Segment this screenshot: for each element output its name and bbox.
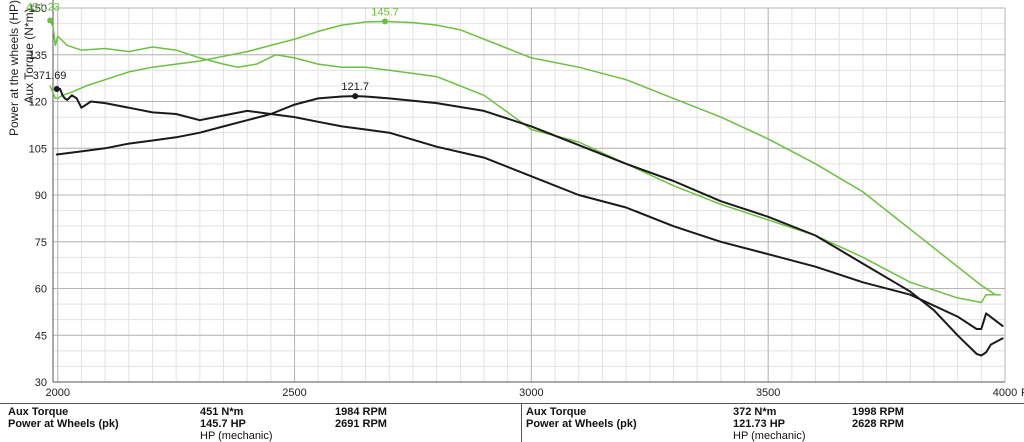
left-torque-rpm: 1984 RPM [335,406,387,418]
y-tick-label: 90 [35,190,47,202]
y-axis-title: Power at the wheels (HP) [7,0,21,136]
chart-series [49,19,1004,357]
summary-divider [521,404,522,442]
left-power-label: Power at Wheels (pk) [8,418,119,430]
summary-panel: Aux Torque 451 N*m 1984 RPM Power at Whe… [0,403,1024,442]
y-tick-label: 120 [29,97,47,109]
y-tick-label: 75 [35,237,47,249]
left-torque-label: Aux Torque [8,406,69,418]
peak-marker [53,86,60,93]
right-torque-label: Aux Torque [526,406,587,418]
left-unit-note: HP (mechanic) [200,430,273,442]
dyno-chart: 30 45 60 75 90 105 120 135 150 2000 2500 3000 3500 40… [7,0,1024,399]
right-power-label: Power at Wheels (pk) [526,418,637,430]
left-power-value: 145.7 HP [200,418,246,430]
chart-annotations: 451.23 145.7 371.69 121.7 [26,1,399,100]
series-line-green-power [49,20,997,296]
y-tick-label: 150 [29,3,47,15]
chart-grid [53,7,1006,383]
y-tick-label: 45 [35,330,47,342]
peak-marker [352,93,359,100]
y-tick-label: 60 [35,284,47,296]
x-unit-label: RPM [1021,387,1024,399]
right-torque-rpm: 1998 RPM [852,406,904,418]
x-tick-label: 2500 [282,387,306,399]
left-torque-value: 451 N*m [200,406,244,418]
x-tick-label: 3500 [756,387,780,399]
x-tick-label: 2000 [45,387,69,399]
chart-axes: 30 45 60 75 90 105 120 135 150 2000 2500 3000 3500 40… [7,0,1024,399]
y-tick-label: 105 [29,143,47,155]
series-line-green-torque [49,19,1002,304]
y-tick-label: 135 [29,50,47,62]
peak-marker [382,18,389,25]
series-line-black-power [55,95,1004,357]
peak-marker [47,17,54,24]
y-tick-label: 30 [35,377,47,389]
x-tick-label: 4000 [993,387,1017,399]
peak-label: 451.23 [26,1,60,13]
right-unit-note: HP (mechanic) [733,430,806,442]
right-power-value: 121.73 HP [733,418,785,430]
x-tick-label: 3000 [519,387,543,399]
right-torque-value: 372 N*m [733,406,777,418]
y-axis-title-secondary: Aux Torque (N*m) [22,8,36,103]
right-power-rpm: 2628 RPM [852,418,904,430]
peak-label: 371.69 [33,70,67,82]
series-line-black-torque [55,88,1004,330]
peak-label: 145.7 [371,6,399,18]
peak-label: 121.7 [341,81,369,93]
left-power-rpm: 2691 RPM [335,418,387,430]
